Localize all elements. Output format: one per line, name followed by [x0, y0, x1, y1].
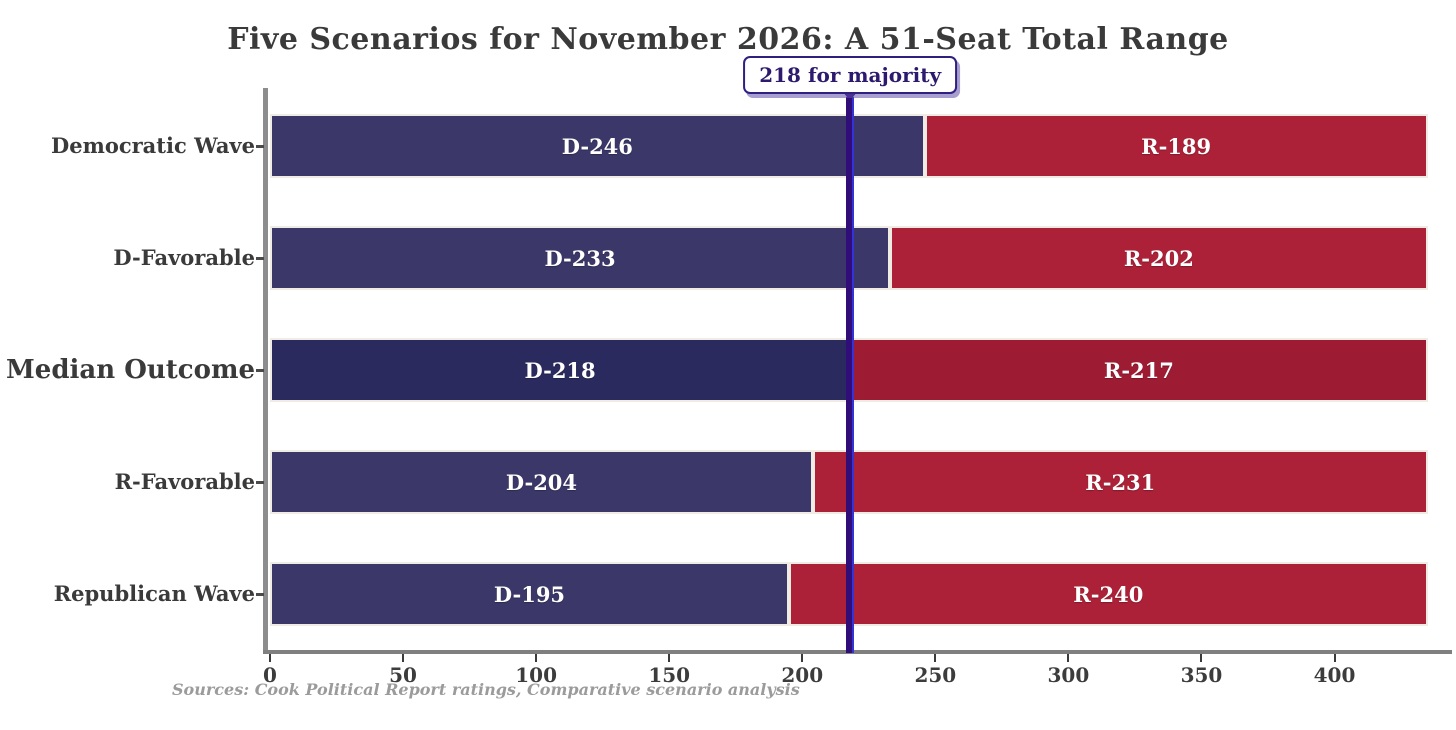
- x-axis-tick: [1333, 654, 1336, 662]
- x-axis-tick: [402, 654, 405, 662]
- y-axis-tick: [256, 481, 264, 484]
- y-axis-tick: [256, 257, 264, 260]
- x-axis-tick: [801, 654, 804, 662]
- bar-value-label: R-217: [1103, 357, 1174, 383]
- y-axis-tick: [256, 369, 264, 372]
- bar-value-label: R-231: [1085, 469, 1156, 495]
- chart-title: Five Scenarios for November 2026: A 51-S…: [227, 22, 1229, 57]
- x-axis-tick: [535, 654, 538, 662]
- dem-bar-segment: D-246: [270, 114, 925, 178]
- rep-bar-segment: R-240: [788, 562, 1428, 626]
- x-axis-tick: [269, 654, 271, 662]
- dem-bar-segment: D-204: [270, 450, 813, 514]
- x-axis-tick: [1200, 654, 1203, 662]
- x-axis-tick-label: 200: [781, 663, 824, 687]
- x-axis-tick-label: 300: [1047, 663, 1090, 687]
- x-axis-tick-label: 400: [1313, 663, 1356, 687]
- x-axis-tick: [934, 654, 937, 662]
- x-axis-tick-label: 350: [1180, 663, 1223, 687]
- y-axis-label: D-Favorable: [113, 245, 255, 270]
- source-note: Sources: Cook Political Report ratings, …: [172, 680, 800, 699]
- x-axis-tick-label: 100: [515, 663, 557, 687]
- y-axis-spine: [263, 88, 268, 654]
- x-axis-tick: [668, 654, 671, 662]
- bar-value-label: R-189: [1141, 133, 1212, 159]
- dem-bar-segment: D-195: [270, 562, 789, 626]
- rep-bar-segment: R-202: [890, 226, 1428, 290]
- bar-value-label: D-218: [524, 357, 596, 383]
- rep-bar-segment: R-189: [924, 114, 1428, 178]
- x-axis-tick-label: 50: [389, 663, 417, 687]
- majority-threshold-line: [846, 97, 855, 653]
- dem-bar-segment: D-233: [270, 226, 891, 290]
- rep-bar-segment: R-231: [812, 450, 1428, 514]
- majority-pointer-arrow: [843, 92, 858, 101]
- bar-value-label: R-202: [1123, 245, 1194, 271]
- y-axis-label: Democratic Wave: [51, 133, 255, 158]
- majority-annotation: 218 for majority: [743, 56, 958, 94]
- rep-bar-segment: R-217: [850, 338, 1428, 402]
- y-axis-label: R-Favorable: [114, 469, 255, 494]
- x-axis-tick-label: 150: [648, 663, 691, 687]
- dem-bar-segment: D-218: [270, 338, 851, 402]
- x-axis-tick-label: 250: [914, 663, 957, 687]
- bar-value-label: D-246: [561, 133, 633, 159]
- y-axis-tick: [256, 593, 264, 596]
- bar-value-label: D-233: [544, 245, 616, 271]
- y-axis-label: Median Outcome: [6, 355, 255, 385]
- bar-value-label: R-240: [1073, 581, 1144, 607]
- y-axis-label: Republican Wave: [53, 581, 255, 606]
- bar-value-label: D-195: [493, 581, 566, 607]
- y-axis-tick: [256, 145, 264, 148]
- x-axis-tick-label: 0: [263, 663, 277, 687]
- x-axis-tick: [1067, 654, 1070, 662]
- bar-value-label: D-204: [505, 469, 578, 495]
- x-axis-spine: [263, 650, 1452, 654]
